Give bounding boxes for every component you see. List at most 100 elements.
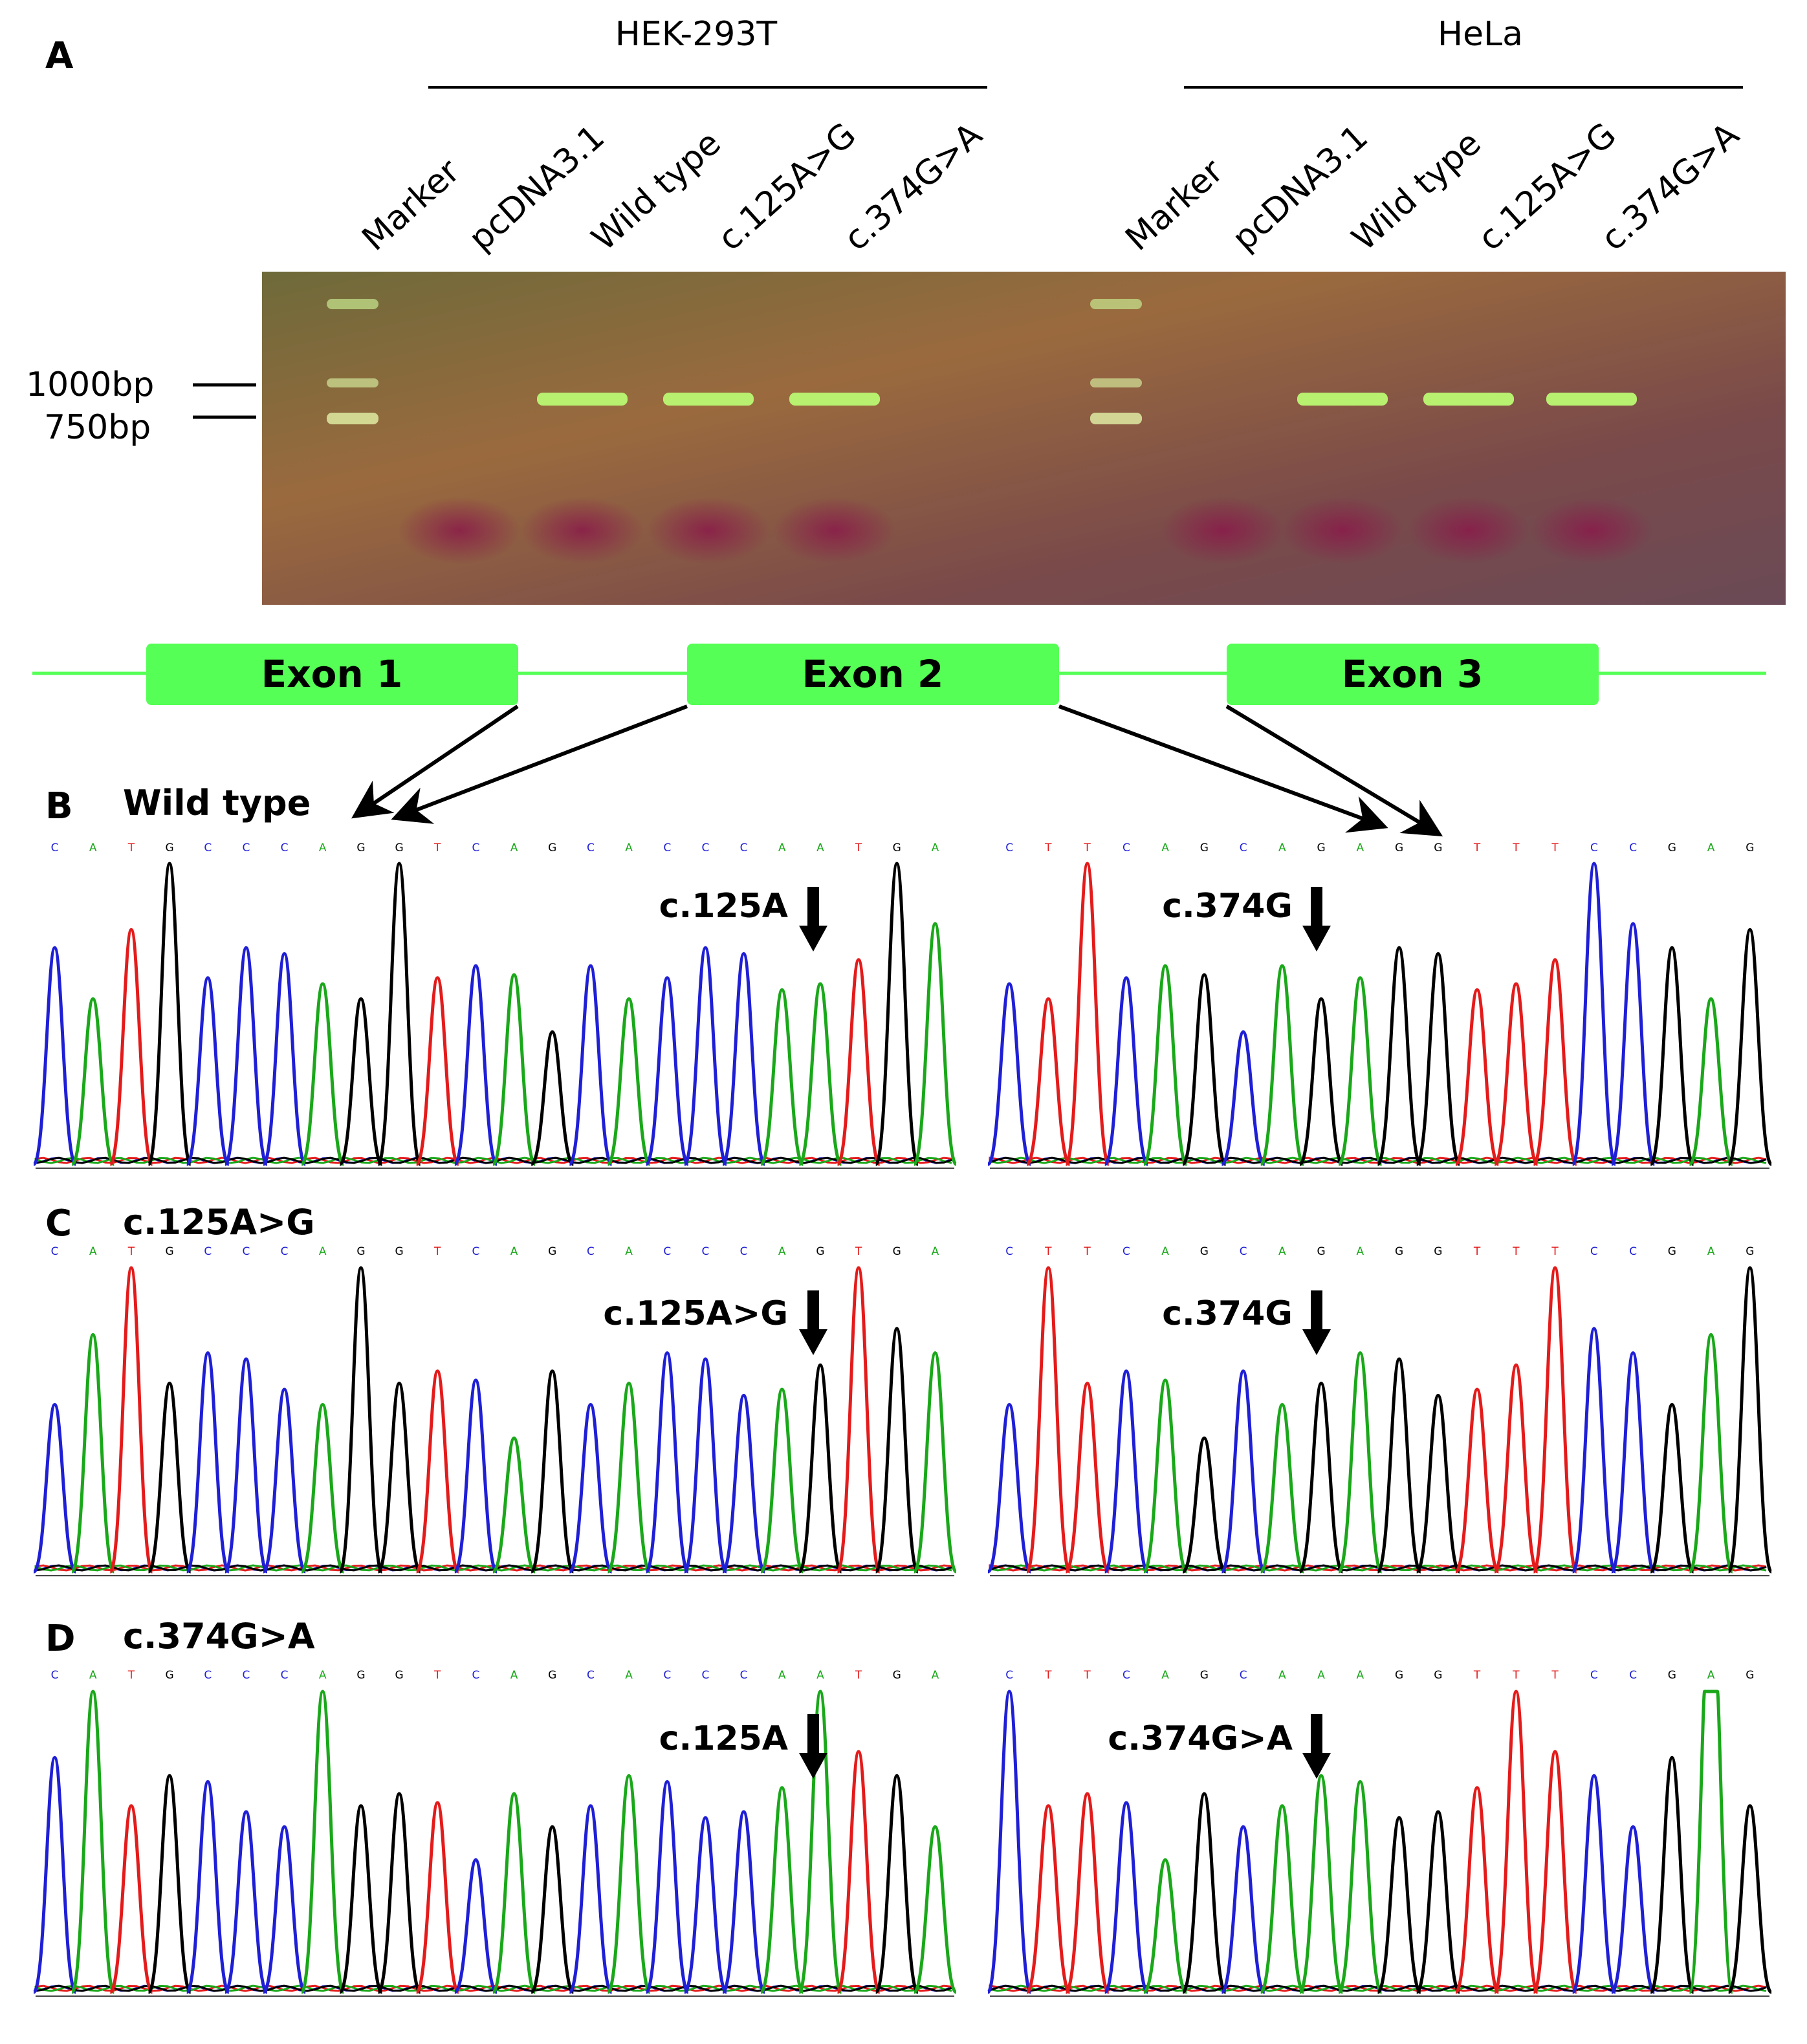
base-call: C — [281, 1669, 289, 1682]
marker-band — [327, 299, 378, 309]
trace-peak — [529, 1825, 575, 1994]
baseline-noise — [34, 1564, 952, 1572]
trace-peak — [1376, 1816, 1423, 1994]
trace-peak — [683, 1816, 728, 1994]
base-call: C — [1005, 842, 1013, 854]
trace-peak — [300, 982, 345, 1166]
trace-peak — [797, 1363, 843, 1574]
base-call: C — [1590, 1669, 1598, 1682]
base-call: C — [1005, 1669, 1013, 1682]
trace-peak — [454, 1858, 498, 1994]
base-call: C — [740, 842, 748, 854]
trace-peak — [683, 1357, 728, 1574]
junction-arrow-1 — [351, 704, 519, 819]
panel-c-letter: C — [45, 1202, 72, 1245]
pcr-band — [789, 393, 880, 406]
base-call: G — [893, 1245, 901, 1258]
trace-peak — [1648, 946, 1695, 1166]
trace-peak — [108, 1804, 154, 1994]
base-call: C — [1629, 1245, 1637, 1258]
marker-band-750 — [1090, 413, 1142, 424]
trace-peak — [147, 1382, 193, 1574]
base-call: A — [1161, 1669, 1169, 1682]
base-call: G — [165, 1669, 173, 1682]
base-call: T — [1512, 1245, 1520, 1258]
base-call: A — [510, 1669, 518, 1682]
trace-peak — [415, 976, 461, 1166]
base-call: T — [127, 1669, 135, 1682]
base-call: T — [1551, 1245, 1559, 1258]
trace-peak — [261, 1387, 307, 1574]
size-label-750: 750bp — [44, 408, 151, 447]
trace-peak — [1298, 997, 1344, 1166]
base-call: A — [319, 1245, 327, 1258]
trace-peak — [70, 997, 116, 1166]
base-call: G — [548, 1669, 556, 1682]
mutation-arrow-right — [1302, 1290, 1331, 1355]
base-call: G — [1395, 1669, 1403, 1682]
trace-peak — [1376, 1357, 1423, 1574]
base-call: C — [1629, 1669, 1637, 1682]
mutation-arrows — [799, 887, 1331, 1779]
exon-1-box — [146, 644, 518, 705]
trace-peak — [223, 946, 269, 1166]
panel-a-letter: A — [45, 35, 74, 77]
base-call: A — [89, 842, 97, 854]
trace-peak — [567, 1804, 613, 1994]
base-call: G — [395, 1245, 403, 1258]
trace-peak — [836, 1266, 882, 1574]
trace-peak — [1337, 1779, 1383, 1994]
trace-peak — [1103, 1369, 1150, 1574]
base-call: C — [204, 1669, 212, 1682]
base-call: C — [242, 1669, 250, 1682]
base-call: C — [701, 1669, 709, 1682]
pcr-band — [663, 393, 754, 406]
exon-2-box — [687, 644, 1059, 705]
base-call: T — [127, 1245, 135, 1258]
base-call: C — [204, 1245, 212, 1258]
base-call: T — [1512, 1669, 1520, 1682]
base-call: G — [395, 842, 403, 854]
base-call: T — [1083, 1669, 1091, 1682]
baseline-noise — [34, 1157, 952, 1164]
trace-peak — [606, 1382, 652, 1574]
lane-label-hek-0: Marker — [355, 151, 468, 258]
trace-peak — [1259, 1402, 1306, 1574]
base-call: G — [1200, 842, 1209, 854]
base-call: G — [1746, 1245, 1754, 1258]
base-call: C — [663, 842, 671, 854]
trace-peak — [759, 988, 805, 1166]
base-call: C — [1240, 1245, 1247, 1258]
trace-peak — [606, 997, 652, 1166]
base-call: T — [1551, 1669, 1559, 1682]
base-call: C — [663, 1669, 671, 1682]
base-call: A — [778, 1245, 786, 1258]
trace-peak — [1415, 951, 1462, 1166]
base-call: G — [1746, 842, 1754, 854]
base-call: T — [1473, 1245, 1481, 1258]
trace-peak — [1025, 1266, 1071, 1574]
trace-peak — [453, 964, 499, 1166]
panel-c-left-mark: c.125A>G — [603, 1294, 788, 1333]
gel-content — [327, 299, 1653, 564]
exon-2-label: Exon 2 — [802, 652, 944, 696]
gel-smear — [773, 497, 896, 564]
group-label-hek: HEK-293T — [615, 15, 778, 54]
base-call: G — [1317, 842, 1326, 854]
trace-peak — [1220, 1825, 1267, 1994]
size-label-1000: 1000bp — [26, 365, 154, 404]
base-call: C — [1123, 842, 1130, 854]
trace-peak — [1688, 997, 1735, 1166]
base-call: A — [816, 1669, 824, 1682]
exon-1-label: Exon 1 — [261, 652, 403, 696]
trace-peak — [492, 1436, 536, 1574]
trace-peak — [1064, 1792, 1111, 1994]
base-call: C — [204, 842, 212, 854]
base-call: T — [433, 842, 441, 854]
trace-peak — [415, 1369, 461, 1574]
trace-peak — [1727, 1804, 1773, 1994]
trace-peak — [606, 1774, 652, 1994]
trace-peak — [147, 1774, 193, 1994]
trace-peak — [986, 982, 1033, 1166]
